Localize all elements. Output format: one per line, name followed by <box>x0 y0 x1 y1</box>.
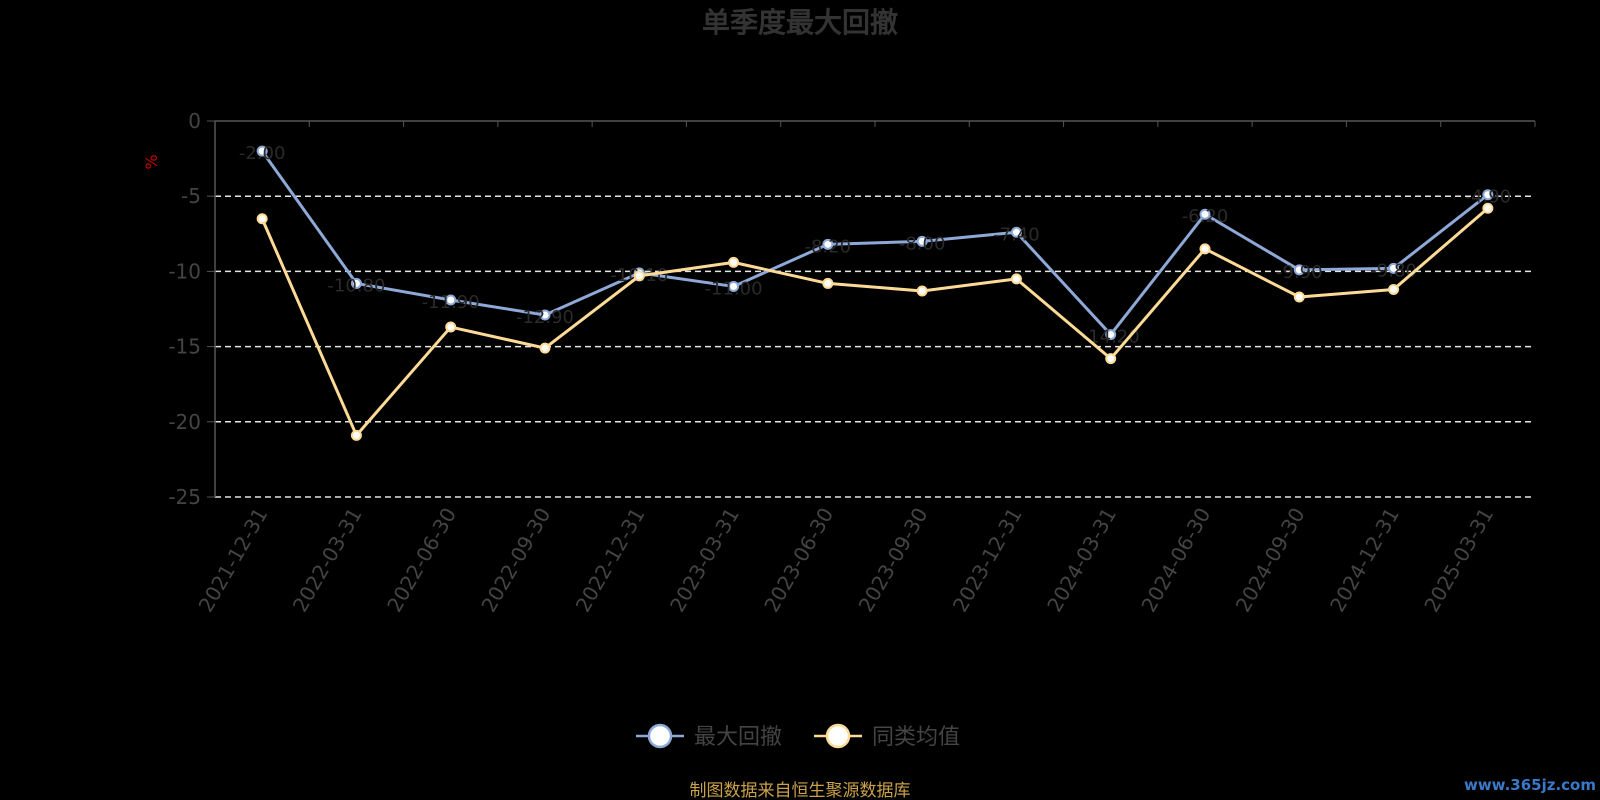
data-label: -2.00 <box>239 143 286 164</box>
x-tick-label: 2024-09-30 <box>1231 504 1310 617</box>
data-label: -12.90 <box>516 307 574 328</box>
data-point[interactable] <box>539 342 551 354</box>
y-axis-label: % <box>142 154 161 169</box>
series-line <box>260 150 1489 337</box>
data-point[interactable] <box>916 285 928 297</box>
data-label: -11.90 <box>422 292 480 313</box>
legend-item-1[interactable]: 最大回撤 <box>636 723 782 750</box>
x-tick-label: 2022-12-31 <box>571 504 650 617</box>
data-point[interactable] <box>350 277 362 289</box>
data-label: -8.00 <box>899 233 946 254</box>
y-tick-label: 0 <box>188 109 201 133</box>
data-point[interactable] <box>1388 283 1400 295</box>
chart-title: 单季度最大回撤 <box>702 6 898 39</box>
grid-lines <box>215 195 1535 498</box>
legend-label: 同类均值 <box>872 725 960 750</box>
data-point[interactable] <box>822 238 834 250</box>
data-label: -10.80 <box>327 275 385 296</box>
data-point[interactable] <box>1105 353 1117 365</box>
data-point[interactable] <box>822 277 834 289</box>
data-label: -11.00 <box>705 278 763 299</box>
data-point[interactable] <box>256 213 268 225</box>
data-point[interactable] <box>633 270 645 282</box>
series-line <box>260 207 1489 437</box>
data-label: -7.40 <box>993 224 1040 245</box>
data-point[interactable] <box>256 145 268 157</box>
x-tick-label: 2021-12-31 <box>194 504 273 617</box>
y-tick-label: -5 <box>181 184 201 208</box>
data-point[interactable] <box>1199 243 1211 255</box>
series-group: -2.00-10.80-11.90-12.90-10.10-11.00-8.20… <box>239 143 1511 441</box>
data-point[interactable] <box>728 280 740 292</box>
data-point[interactable] <box>445 321 457 333</box>
data-point[interactable] <box>728 256 740 268</box>
x-tick-label: 2023-12-31 <box>948 504 1027 617</box>
data-point[interactable] <box>1388 262 1400 274</box>
data-point[interactable] <box>1482 202 1494 214</box>
data-point[interactable] <box>1105 329 1117 341</box>
y-tick-label: -15 <box>168 335 201 359</box>
data-point[interactable] <box>1010 226 1022 238</box>
y-tick-label: -10 <box>168 259 201 283</box>
y-tick-label: -25 <box>168 485 201 509</box>
x-tick-label: 2022-03-31 <box>288 504 367 617</box>
legend-marker-icon <box>647 723 673 749</box>
y-tick-label: -20 <box>168 410 201 434</box>
data-point[interactable] <box>539 309 551 321</box>
data-label: -9.90 <box>1276 262 1323 283</box>
data-point[interactable] <box>916 235 928 247</box>
data-label: -4.90 <box>1465 187 1512 208</box>
data-source-note: 制图数据来自恒生聚源数据库 <box>690 781 911 800</box>
data-label: -6.20 <box>1182 206 1229 227</box>
x-tick-label: 2024-12-31 <box>1325 504 1404 617</box>
data-point[interactable] <box>1199 208 1211 220</box>
x-tick-label: 2024-06-30 <box>1136 504 1215 617</box>
legend-marker-icon <box>825 723 851 749</box>
x-tick-label: 2023-09-30 <box>854 503 933 616</box>
data-point[interactable] <box>445 294 457 306</box>
legend-label: 最大回撤 <box>694 725 782 750</box>
legend-item-2[interactable]: 同类均值 <box>814 723 960 750</box>
x-tick-label: 2025-03-31 <box>1419 504 1498 617</box>
data-label: -9.80 <box>1370 260 1417 281</box>
x-tick-label: 2022-09-30 <box>476 504 555 617</box>
watermark: www.365jz.com <box>1464 776 1596 794</box>
x-tick-label: 2023-03-31 <box>665 504 744 617</box>
data-point[interactable] <box>1482 189 1494 201</box>
legend[interactable]: 最大回撤 同类均值 <box>636 723 960 750</box>
series-1: -2.00-10.80-11.90-12.90-10.10-11.00-8.20… <box>239 143 1511 347</box>
series-2 <box>256 202 1494 441</box>
data-label: -8.20 <box>805 236 852 257</box>
data-point[interactable] <box>1293 291 1305 303</box>
data-point[interactable] <box>1293 264 1305 276</box>
data-point[interactable] <box>1010 273 1022 285</box>
data-point[interactable] <box>350 429 362 441</box>
x-tick-label: 2024-03-31 <box>1042 504 1121 617</box>
x-tick-label: 2023-06-30 <box>759 504 838 617</box>
x-tick-label: 2022-06-30 <box>382 504 461 617</box>
